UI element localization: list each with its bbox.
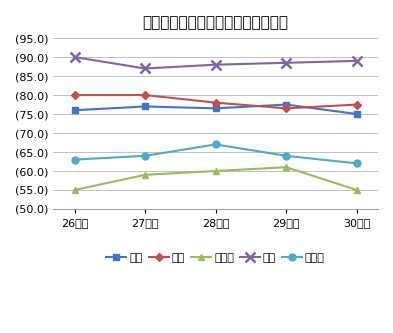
- 病院: [143, 93, 147, 97]
- 病院: [213, 101, 218, 105]
- 水道: [143, 105, 147, 109]
- その他: [354, 162, 359, 166]
- Title: 総収益に占める料金収入比率の推移: 総収益に占める料金収入比率の推移: [143, 15, 289, 30]
- 水道: [284, 103, 288, 107]
- Legend: 水道, 病院, 下水道, ガス, その他: 水道, 病院, 下水道, ガス, その他: [102, 249, 329, 268]
- その他: [213, 143, 218, 147]
- その他: [284, 154, 288, 158]
- Line: 病院: 病院: [72, 92, 360, 111]
- その他: [143, 154, 147, 158]
- Line: その他: その他: [71, 141, 360, 167]
- 下水道: [284, 165, 288, 169]
- ガス: [143, 67, 147, 71]
- 水道: [354, 112, 359, 116]
- その他: [72, 158, 77, 162]
- ガス: [72, 55, 77, 59]
- Line: 下水道: 下水道: [71, 164, 360, 193]
- 水道: [72, 108, 77, 112]
- Line: 水道: 水道: [71, 101, 360, 118]
- 下水道: [213, 169, 218, 173]
- 水道: [213, 106, 218, 110]
- Line: ガス: ガス: [70, 52, 362, 73]
- ガス: [213, 63, 218, 67]
- ガス: [284, 61, 288, 65]
- 病院: [72, 93, 77, 97]
- ガス: [354, 59, 359, 63]
- 下水道: [143, 173, 147, 177]
- 病院: [354, 103, 359, 107]
- 病院: [284, 106, 288, 110]
- 下水道: [72, 188, 77, 192]
- 下水道: [354, 188, 359, 192]
